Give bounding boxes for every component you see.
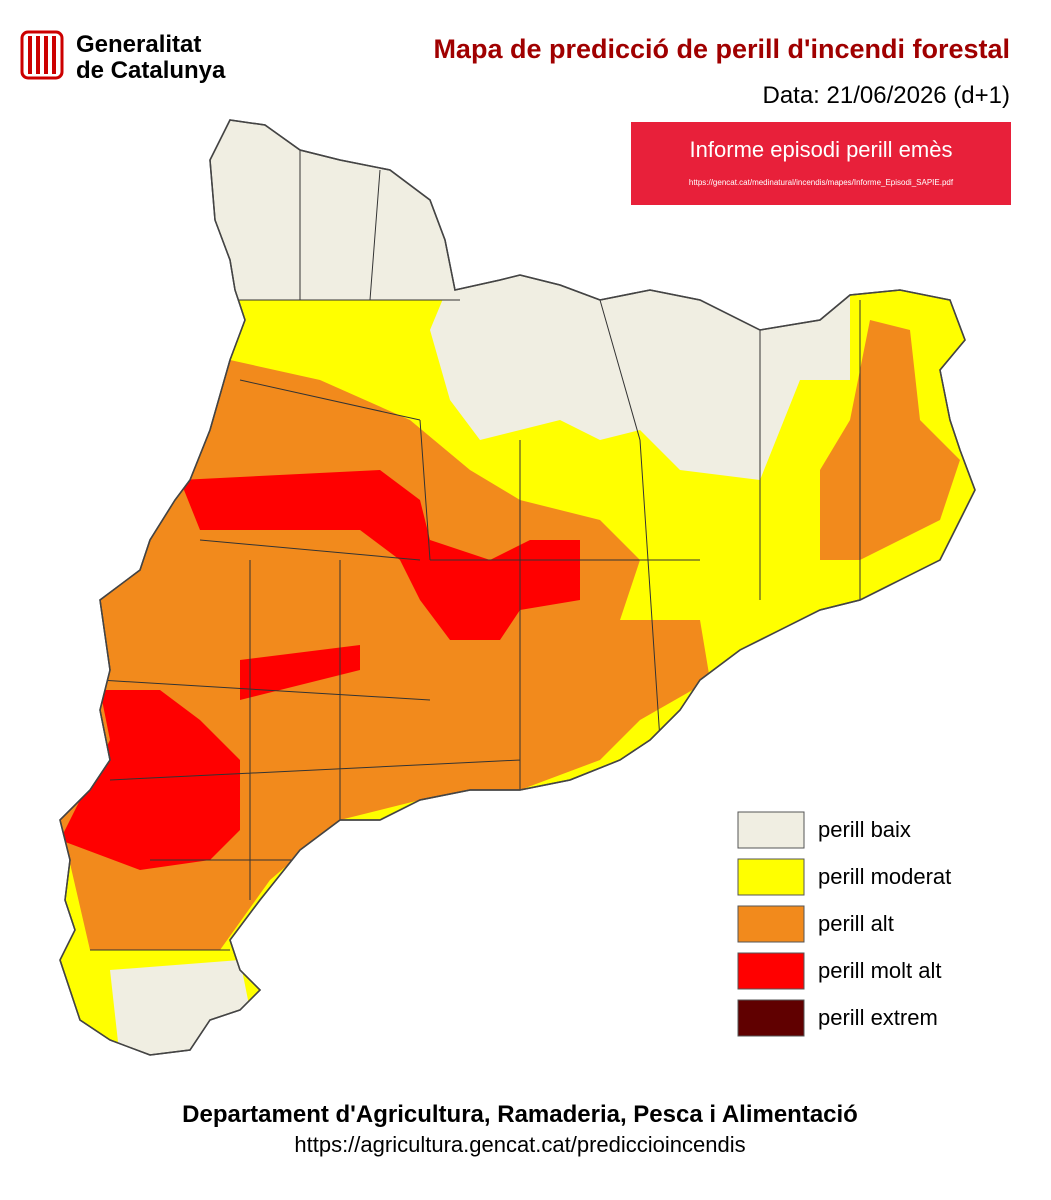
- zone: [820, 320, 960, 560]
- banner-url[interactable]: https://gencat.cat/medinatural/incendis/…: [689, 178, 954, 187]
- map-date: Data: 21/06/2026 (d+1): [762, 82, 1010, 109]
- banner[interactable]: [631, 122, 1011, 205]
- legend-swatch: [737, 811, 805, 849]
- legend-label: perill molt alt: [818, 958, 941, 983]
- map: [60, 120, 975, 1055]
- zone: [110, 960, 260, 1055]
- org-name: de Catalunya: [76, 57, 226, 84]
- map-title: Mapa de predicció de perill d'incendi fo…: [433, 34, 1010, 64]
- legend-label: perill baix: [818, 817, 911, 842]
- footer-url[interactable]: https://agricultura.gencat.cat/prediccio…: [294, 1132, 745, 1157]
- zone: [60, 690, 240, 870]
- zone: [240, 645, 360, 700]
- zone: [180, 120, 460, 300]
- banner-title[interactable]: Informe episodi perill emès: [690, 137, 953, 162]
- legend-label: perill alt: [818, 911, 894, 936]
- borders: [90, 150, 861, 951]
- org-name: Generalitat: [76, 31, 201, 58]
- legend-swatch: [737, 858, 805, 896]
- footer-department: Departament d'Agricultura, Ramaderia, Pe…: [182, 1101, 858, 1128]
- legend-swatch: [737, 999, 805, 1037]
- legend: perill baix perill moderat perill alt peril…: [737, 811, 951, 1037]
- legend-label: perill moderat: [818, 864, 951, 889]
- outline: [59, 119, 976, 1056]
- zone: [180, 470, 580, 640]
- legend-label: perill extrem: [818, 1005, 938, 1030]
- legend-swatch: [737, 905, 805, 943]
- logo-emblem: [20, 30, 64, 80]
- legend-swatch: [737, 952, 805, 990]
